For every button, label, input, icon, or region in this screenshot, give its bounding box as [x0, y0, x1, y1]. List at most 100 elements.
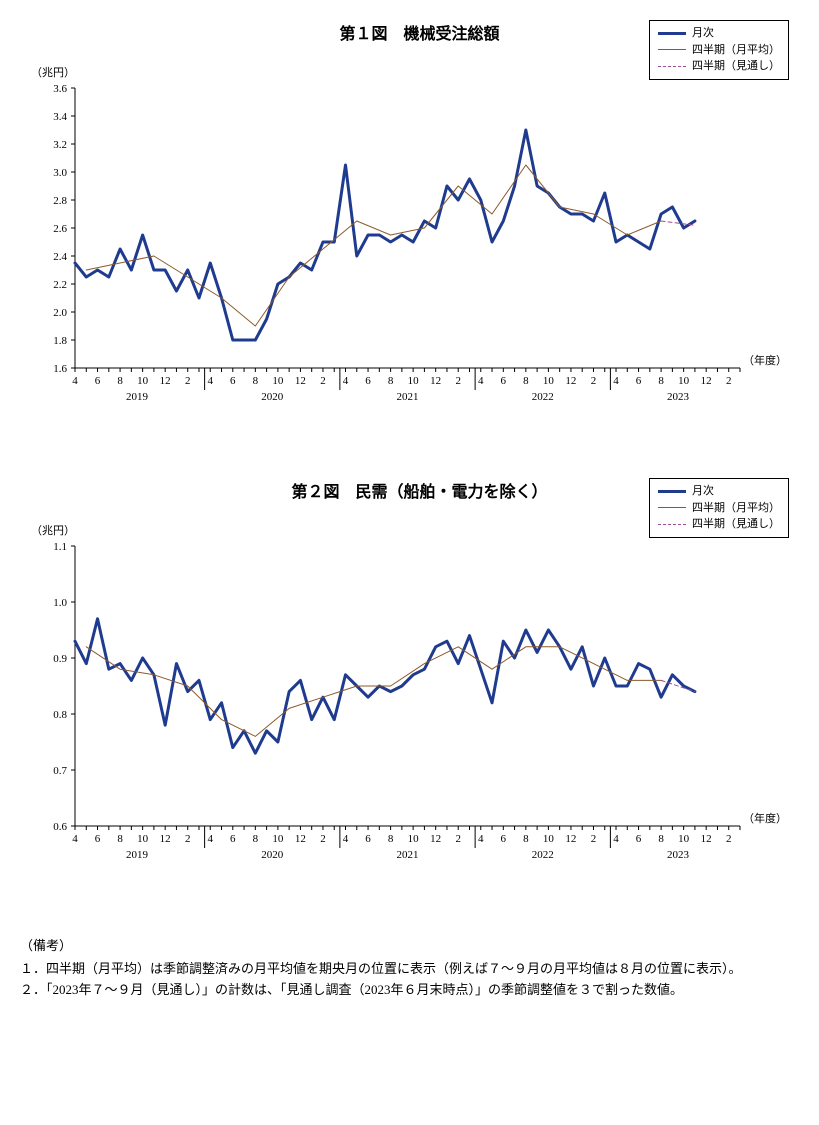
svg-text:2: 2 — [185, 375, 191, 387]
notes-heading: （備考） — [20, 936, 819, 957]
legend-item: 四半期（月平均） — [658, 500, 780, 517]
chart1-block: 第１図 機械受注総額 月次 四半期（月平均） 四半期（見通し） （兆円）（年度）… — [10, 20, 819, 428]
legend-label: 四半期（見通し） — [692, 58, 780, 75]
svg-text:2: 2 — [320, 833, 326, 845]
svg-text:6: 6 — [230, 833, 236, 845]
svg-text:2.4: 2.4 — [53, 251, 67, 263]
svg-text:6: 6 — [501, 833, 507, 845]
svg-text:2: 2 — [320, 375, 326, 387]
svg-text:4: 4 — [208, 833, 214, 845]
legend-label: 四半期（月平均） — [692, 500, 780, 517]
svg-text:4: 4 — [613, 833, 619, 845]
svg-text:10: 10 — [408, 833, 420, 845]
svg-text:6: 6 — [365, 833, 371, 845]
svg-text:10: 10 — [408, 375, 420, 387]
svg-text:2019: 2019 — [126, 849, 149, 861]
svg-text:2: 2 — [455, 375, 461, 387]
chart2-svg: （兆円） （年度） 0.6 0.7 0.8 0.9 1.0 1.1 4 6 8 10 12 2 4 6 8 10 1… — [10, 506, 790, 886]
svg-text:2: 2 — [726, 833, 732, 845]
legend-label: 月次 — [692, 25, 714, 42]
svg-text:0.9: 0.9 — [53, 653, 67, 665]
svg-text:10: 10 — [543, 833, 555, 845]
svg-text:6: 6 — [95, 375, 101, 387]
svg-text:10: 10 — [137, 375, 149, 387]
svg-text:4: 4 — [208, 375, 214, 387]
chart1-svg: （兆円）（年度）1.61.82.02.22.42.62.83.03.23.43.… — [10, 48, 790, 428]
svg-text:0.8: 0.8 — [53, 709, 67, 721]
legend-label: 四半期（月平均） — [692, 42, 780, 59]
legend-item: 四半期（月平均） — [658, 42, 780, 59]
svg-text:10: 10 — [543, 375, 555, 387]
svg-text:3.4: 3.4 — [53, 111, 67, 123]
svg-text:3.0: 3.0 — [53, 167, 67, 179]
svg-text:2020: 2020 — [261, 849, 284, 861]
svg-text:6: 6 — [95, 833, 101, 845]
svg-text:10: 10 — [678, 833, 690, 845]
svg-text:12: 12 — [701, 375, 712, 387]
svg-text:6: 6 — [365, 375, 371, 387]
svg-text:2.2: 2.2 — [53, 279, 67, 291]
svg-text:10: 10 — [678, 375, 690, 387]
svg-text:2: 2 — [455, 833, 461, 845]
svg-text:0.7: 0.7 — [53, 765, 67, 777]
legend-swatch-monthly — [658, 490, 686, 493]
svg-text:10: 10 — [272, 833, 284, 845]
svg-text:10: 10 — [272, 375, 284, 387]
svg-text:6: 6 — [636, 375, 642, 387]
svg-text:1.1: 1.1 — [53, 541, 67, 553]
legend-label: 四半期（見通し） — [692, 516, 780, 533]
svg-text:（年度）: （年度） — [743, 811, 787, 825]
svg-text:12: 12 — [565, 833, 576, 845]
svg-text:0.6: 0.6 — [53, 821, 67, 833]
svg-text:12: 12 — [295, 375, 306, 387]
svg-text:2: 2 — [591, 375, 597, 387]
svg-text:1.8: 1.8 — [53, 335, 67, 347]
chart2-legend: 月次 四半期（月平均） 四半期（見通し） — [649, 478, 789, 538]
chart1-legend: 月次 四半期（月平均） 四半期（見通し） — [649, 20, 789, 80]
legend-swatch-qavg — [658, 49, 686, 50]
svg-text:12: 12 — [701, 833, 712, 845]
svg-text:2021: 2021 — [397, 849, 419, 861]
svg-text:12: 12 — [160, 833, 171, 845]
svg-text:1.0: 1.0 — [53, 597, 67, 609]
svg-text:8: 8 — [388, 375, 394, 387]
svg-text:（年度）: （年度） — [743, 353, 787, 367]
svg-text:8: 8 — [523, 833, 529, 845]
legend-item: 月次 — [658, 483, 780, 500]
legend-item: 四半期（見通し） — [658, 58, 780, 75]
svg-text:10: 10 — [137, 833, 149, 845]
svg-text:2: 2 — [726, 375, 732, 387]
svg-text:4: 4 — [478, 833, 484, 845]
legend-swatch-monthly — [658, 32, 686, 35]
svg-text:3.6: 3.6 — [53, 83, 67, 95]
svg-text:2022: 2022 — [532, 391, 554, 403]
svg-text:6: 6 — [501, 375, 507, 387]
svg-text:8: 8 — [117, 833, 123, 845]
svg-text:8: 8 — [523, 375, 529, 387]
svg-text:12: 12 — [160, 375, 171, 387]
svg-text:2021: 2021 — [397, 391, 419, 403]
legend-swatch-qavg — [658, 507, 686, 508]
svg-text:4: 4 — [343, 833, 349, 845]
svg-text:2: 2 — [185, 833, 191, 845]
legend-swatch-qforecast — [658, 66, 686, 67]
svg-text:6: 6 — [636, 833, 642, 845]
svg-text:8: 8 — [117, 375, 123, 387]
svg-text:2022: 2022 — [532, 849, 554, 861]
svg-text:12: 12 — [430, 833, 441, 845]
svg-text:2023: 2023 — [667, 849, 690, 861]
svg-text:4: 4 — [343, 375, 349, 387]
notes-line: ２．「2023年７～９月（見通し）」の計数は、「見通し調査（2023年６月末時点… — [20, 980, 819, 1001]
notes-line: １．四半期（月平均）は季節調整済みの月平均値を期央月の位置に表示（例えば７～９月… — [20, 959, 819, 980]
legend-swatch-qforecast — [658, 524, 686, 525]
svg-text:2023: 2023 — [667, 391, 690, 403]
legend-label: 月次 — [692, 483, 714, 500]
legend-item: 月次 — [658, 25, 780, 42]
svg-text:8: 8 — [388, 833, 394, 845]
svg-text:2019: 2019 — [126, 391, 149, 403]
svg-text:1.6: 1.6 — [53, 363, 67, 375]
svg-text:2020: 2020 — [261, 391, 284, 403]
svg-text:8: 8 — [253, 375, 259, 387]
svg-text:8: 8 — [658, 375, 664, 387]
svg-text:（兆円）: （兆円） — [31, 524, 75, 537]
